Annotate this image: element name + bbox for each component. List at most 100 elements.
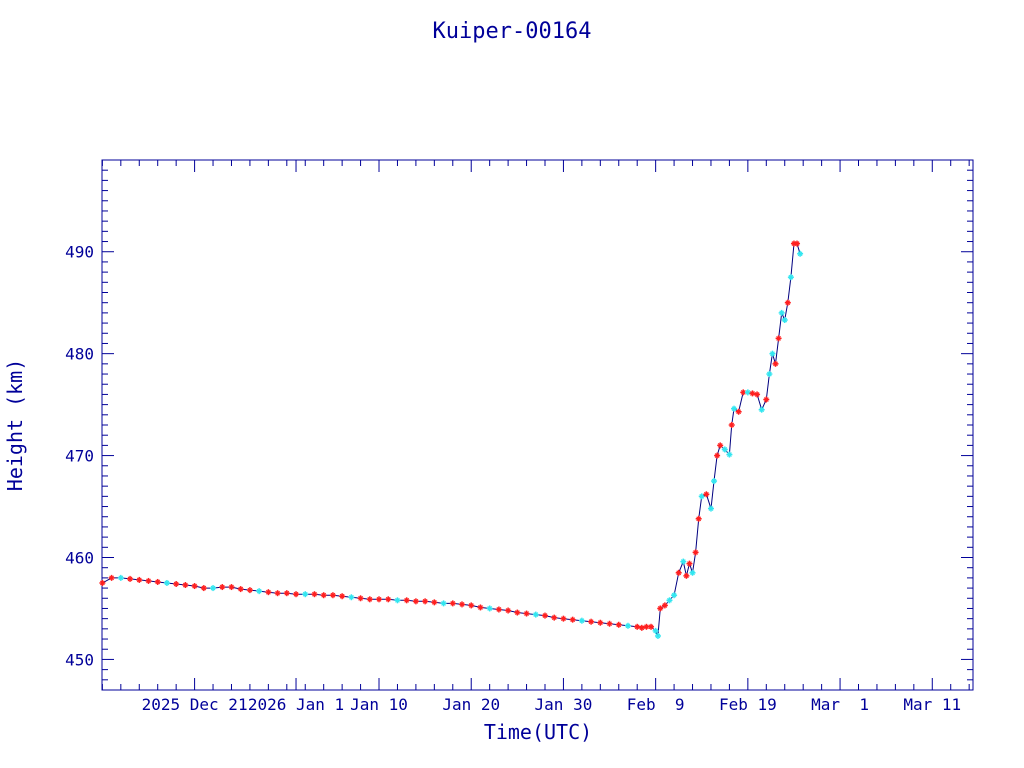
data-point [758,406,765,413]
data-point [778,309,785,316]
data-point [99,579,106,586]
data-point [654,632,661,639]
x-tick-label: Feb 9 [627,695,685,714]
data-point [431,599,438,606]
data-point [219,584,226,591]
data-point [749,390,756,397]
data-point [108,574,115,581]
data-point [283,590,290,597]
data-point [523,610,530,617]
x-tick-label: Jan 20 [442,695,500,714]
height-series-markers [99,240,804,639]
data-point [468,602,475,609]
data-point [689,569,696,576]
data-point [560,615,567,622]
x-tick-label: Jan 30 [535,695,593,714]
data-point [648,623,655,630]
data-point [459,601,466,608]
data-point [320,592,327,599]
data-point [683,572,690,579]
data-point [671,592,678,599]
x-tick-label: Mar 11 [903,695,961,714]
data-point [731,405,738,412]
height-series-line [102,243,801,638]
data-point [707,505,714,512]
data-point [486,605,493,612]
data-point [505,607,512,614]
data-point [210,585,217,592]
data-point [228,584,235,591]
data-point [714,452,721,459]
data-point [606,620,613,627]
data-point [495,606,502,613]
data-point [302,591,309,598]
data-point [744,389,751,396]
x-tick-label: Feb 19 [719,695,777,714]
x-tick-label: 2026 Jan 1 [248,695,344,714]
data-point [657,605,664,612]
x-tick-label: 2025 Dec 21 [142,695,248,714]
data-point [735,408,742,415]
data-point [597,619,604,626]
data-point [772,360,779,367]
data-point [797,250,804,257]
data-point [376,596,383,603]
data-point [578,617,585,624]
data-point [532,611,539,618]
data-point [769,350,776,357]
data-point [787,274,794,281]
data-point [588,618,595,625]
data-point [200,585,207,592]
data-point [440,600,447,607]
data-point [711,478,718,485]
data-point [136,576,143,583]
data-point [686,560,693,567]
y-tick-label: 470 [65,447,94,466]
data-point [191,583,198,590]
data-point [412,598,419,605]
data-point [652,627,659,634]
data-point [661,602,668,609]
data-point [781,317,788,324]
data-point [237,586,244,593]
data-point [728,422,735,428]
data-point [666,597,673,604]
data-point [726,451,733,458]
data-point [698,493,705,500]
data-point [477,604,484,611]
data-point [766,371,773,378]
y-tick-label: 460 [65,549,94,568]
data-point [357,595,364,602]
x-axis-label: Time(UTC) [484,720,592,744]
data-point [366,596,373,603]
data-point [675,569,682,576]
data-point [794,240,801,247]
data-point [624,622,631,629]
data-point [145,577,152,584]
plot-frame [101,159,974,691]
data-point [246,587,253,594]
data-point [692,549,699,556]
data-point [754,391,761,398]
data-point [449,600,456,607]
data-point [638,624,645,631]
data-point [514,609,521,616]
data-point [703,491,710,498]
data-point [740,389,747,396]
data-point [721,446,728,453]
data-point [569,616,576,623]
y-tick-label: 490 [65,243,94,262]
y-axis-label: Height (km) [3,359,27,491]
data-point [163,579,170,586]
data-point [256,588,263,595]
y-tick-label: 480 [65,345,94,364]
chart-title: Kuiper-00164 [433,19,592,44]
data-point [541,612,548,619]
data-point [680,558,687,565]
data-point [385,596,392,603]
x-tick-label: Jan 10 [350,695,408,714]
y-tick-label: 450 [65,650,94,669]
data-point [775,335,782,342]
data-point [265,589,272,596]
